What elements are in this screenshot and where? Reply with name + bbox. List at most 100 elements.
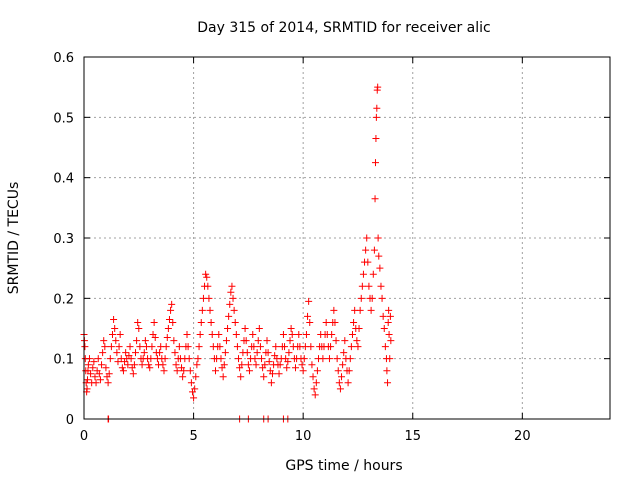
data-point bbox=[165, 315, 173, 323]
data-point bbox=[338, 373, 346, 381]
data-point bbox=[368, 294, 376, 302]
data-point bbox=[330, 306, 338, 314]
data-point bbox=[84, 376, 92, 384]
data-point bbox=[244, 361, 252, 369]
data-point bbox=[198, 306, 206, 314]
data-point bbox=[249, 331, 257, 339]
data-point bbox=[287, 325, 295, 332]
data-point bbox=[233, 343, 241, 351]
data-point bbox=[92, 379, 100, 387]
data-point bbox=[193, 361, 201, 369]
data-point bbox=[305, 297, 313, 305]
data-point bbox=[387, 337, 395, 345]
data-point bbox=[341, 337, 349, 345]
data-point bbox=[310, 385, 318, 393]
data-point bbox=[135, 325, 143, 332]
x-axis-label: GPS time / hours bbox=[285, 458, 402, 474]
data-point bbox=[300, 355, 308, 363]
data-point bbox=[147, 355, 155, 363]
data-point bbox=[151, 334, 159, 342]
data-point bbox=[379, 312, 387, 320]
data-point bbox=[138, 361, 146, 369]
data-point bbox=[381, 343, 389, 351]
data-point bbox=[335, 379, 343, 387]
data-point bbox=[251, 355, 259, 363]
data-point bbox=[261, 361, 269, 369]
data-point bbox=[81, 343, 89, 351]
data-point bbox=[268, 370, 276, 378]
data-point bbox=[224, 325, 232, 332]
data-point bbox=[254, 337, 262, 345]
data-point bbox=[146, 364, 154, 372]
data-point bbox=[302, 331, 310, 339]
data-point bbox=[284, 358, 292, 366]
data-point bbox=[348, 331, 356, 339]
data-point bbox=[170, 337, 178, 345]
data-point bbox=[350, 318, 358, 326]
data-point bbox=[371, 195, 379, 203]
data-point bbox=[356, 306, 364, 314]
data-point bbox=[95, 370, 103, 378]
data-point bbox=[299, 367, 307, 375]
data-point bbox=[203, 273, 211, 281]
x-tick-label: 5 bbox=[189, 429, 197, 444]
data-point bbox=[386, 355, 394, 363]
data-point bbox=[94, 355, 102, 363]
data-point bbox=[304, 312, 312, 320]
y-tick-label: 0.1 bbox=[53, 353, 74, 368]
data-point bbox=[221, 349, 229, 357]
data-point bbox=[319, 355, 327, 363]
data-point bbox=[180, 367, 188, 375]
data-point bbox=[225, 312, 233, 320]
data-point bbox=[380, 325, 388, 332]
data-point bbox=[312, 379, 320, 387]
data-point bbox=[385, 306, 393, 314]
data-point bbox=[367, 306, 375, 314]
data-point bbox=[252, 361, 260, 369]
data-point bbox=[298, 361, 306, 369]
data-point bbox=[132, 349, 140, 357]
data-point bbox=[229, 294, 237, 302]
data-point bbox=[124, 361, 132, 369]
data-point bbox=[377, 282, 385, 290]
data-point bbox=[163, 334, 171, 342]
data-point bbox=[241, 325, 249, 332]
data-point bbox=[376, 264, 384, 272]
data-point bbox=[197, 318, 205, 326]
data-point bbox=[374, 83, 382, 91]
data-point bbox=[353, 337, 361, 345]
data-point bbox=[365, 282, 373, 290]
data-point bbox=[295, 331, 303, 339]
data-point bbox=[205, 294, 213, 302]
data-point bbox=[362, 246, 370, 254]
data-point bbox=[333, 355, 341, 363]
y-tick-label: 0.4 bbox=[53, 172, 74, 187]
data-point bbox=[230, 306, 238, 314]
data-point bbox=[202, 270, 210, 278]
data-point bbox=[267, 379, 275, 387]
data-point bbox=[160, 367, 168, 375]
data-point bbox=[90, 358, 98, 366]
data-point bbox=[112, 337, 120, 345]
data-point bbox=[340, 349, 348, 357]
data-point bbox=[325, 355, 333, 363]
data-point bbox=[111, 325, 119, 332]
data-point bbox=[243, 349, 251, 357]
data-point bbox=[250, 343, 258, 351]
data-point bbox=[347, 343, 355, 351]
data-point bbox=[263, 337, 271, 345]
chart-title: Day 315 of 2014, SRMTID for receiver ali… bbox=[197, 20, 490, 36]
data-point bbox=[129, 370, 137, 378]
data-point bbox=[171, 349, 179, 357]
data-point bbox=[354, 343, 362, 351]
data-point bbox=[374, 234, 382, 242]
y-tick-label: 0.3 bbox=[53, 232, 74, 247]
data-point bbox=[235, 355, 243, 363]
data-point bbox=[104, 379, 112, 387]
data-point bbox=[385, 331, 393, 339]
data-point bbox=[141, 337, 149, 345]
data-points bbox=[80, 83, 395, 423]
data-point bbox=[127, 355, 135, 363]
data-point bbox=[264, 349, 272, 357]
